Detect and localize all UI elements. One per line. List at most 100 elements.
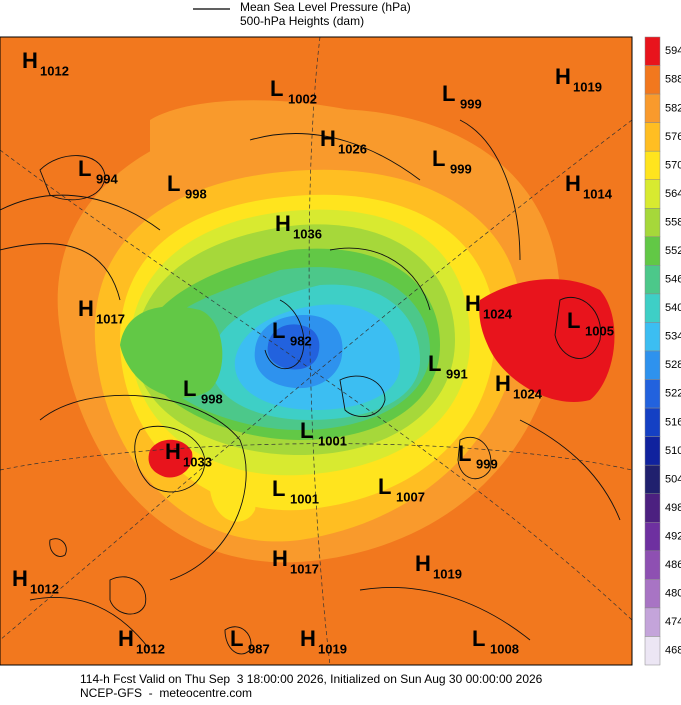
system-kind: H xyxy=(320,126,336,151)
system-pressure: 1012 xyxy=(40,63,69,78)
isobar xyxy=(457,436,492,480)
system-kind: L xyxy=(272,318,285,343)
pressure-system: H 1012 xyxy=(12,566,59,597)
system-kind: H xyxy=(415,551,431,576)
isobar xyxy=(339,375,386,417)
isobar xyxy=(249,133,421,181)
system-pressure: 1014 xyxy=(583,186,613,201)
height-band xyxy=(120,306,223,398)
system-pressure: 1001 xyxy=(318,433,347,448)
colorbar-label: 594 xyxy=(665,45,681,57)
system-kind: H xyxy=(22,48,38,73)
colorbar-label: 570 xyxy=(665,159,681,171)
system-pressure: 994 xyxy=(96,171,118,186)
system-kind: L xyxy=(183,376,196,401)
pressure-system: L 987 xyxy=(230,626,270,657)
system-kind: H xyxy=(78,296,94,321)
pressure-system: H 1014 xyxy=(565,171,613,202)
pressure-system: L 998 xyxy=(183,376,223,407)
pressure-system: H 1012 xyxy=(118,626,165,657)
system-kind: L xyxy=(230,626,243,651)
colorbar-swatch xyxy=(644,636,661,666)
colorbar-label: 576 xyxy=(665,131,681,143)
height-band xyxy=(150,100,420,170)
pressure-system: L 994 xyxy=(78,156,118,187)
colorbar: 594 588 582 576 570 564 558 552 546 540 534 528 522 5… xyxy=(644,36,681,666)
graticule xyxy=(0,443,632,471)
system-pressure: 999 xyxy=(450,161,472,176)
isobar xyxy=(224,626,252,655)
pressure-system: H 1026 xyxy=(320,126,367,157)
system-pressure: 1017 xyxy=(96,311,125,326)
footer-source: NCEP-GFS - meteocentre.com xyxy=(80,686,252,700)
pressure-system: H 1012 xyxy=(22,48,69,79)
system-pressure: 999 xyxy=(476,456,498,471)
system-kind: H xyxy=(495,371,511,396)
system-pressure: 1005 xyxy=(585,323,614,338)
isobar xyxy=(519,419,621,521)
colorbar-swatch xyxy=(644,293,661,323)
graticule xyxy=(0,149,632,621)
map-frame xyxy=(0,36,633,666)
isobar xyxy=(359,587,531,641)
colorbar-swatch xyxy=(644,236,661,266)
colorbar-swatch xyxy=(644,36,661,66)
colorbar-label: 546 xyxy=(665,274,681,286)
system-pressure: 1017 xyxy=(290,561,319,576)
colorbar-swatch xyxy=(644,464,661,494)
colorbar-label: 516 xyxy=(665,416,681,428)
pressure-system: H 1019 xyxy=(415,551,462,582)
system-pressure: 1019 xyxy=(318,641,347,656)
system-kind: H xyxy=(300,626,316,651)
system-kind: L xyxy=(78,156,91,181)
colorbar-label: 510 xyxy=(665,445,681,457)
system-kind: L xyxy=(270,76,283,101)
pressure-system: L 999 xyxy=(458,441,498,472)
system-kind: H xyxy=(272,546,288,571)
system-kind: L xyxy=(442,81,455,106)
system-kind: L xyxy=(472,626,485,651)
system-pressure: 1024 xyxy=(483,306,513,321)
system-kind: H xyxy=(165,439,181,464)
system-pressure: 1026 xyxy=(338,141,367,156)
colorbar-swatch xyxy=(644,379,661,409)
system-pressure: 1012 xyxy=(136,641,165,656)
isobar xyxy=(39,394,247,581)
colorbar-swatch xyxy=(644,265,661,295)
system-pressure: 1001 xyxy=(290,491,319,506)
colorbar-swatch xyxy=(644,579,661,609)
pressure-system: L 999 xyxy=(442,81,482,112)
isobar xyxy=(554,296,602,359)
isobar xyxy=(134,425,206,493)
height-band xyxy=(479,279,615,402)
system-pressure: 1024 xyxy=(513,386,543,401)
pressure-system: H 1019 xyxy=(300,626,347,657)
system-pressure: 998 xyxy=(201,391,223,406)
system-pressure: 987 xyxy=(248,641,270,656)
colorbar-label: 480 xyxy=(665,588,681,600)
pressure-system: L 1007 xyxy=(378,474,425,505)
pressure-system: L 982 xyxy=(272,318,312,349)
pressure-system: L 998 xyxy=(167,171,207,202)
isobar xyxy=(49,538,67,557)
colorbar-label: 468 xyxy=(665,645,681,657)
pressure-system: L 991 xyxy=(428,351,468,382)
pressure-system: H 1024 xyxy=(465,291,513,322)
system-pressure: 998 xyxy=(185,186,207,201)
colorbar-label: 504 xyxy=(665,473,681,485)
colorbar-swatch xyxy=(644,493,661,523)
system-kind: L xyxy=(432,146,445,171)
colorbar-label: 498 xyxy=(665,502,681,514)
colorbar-swatch xyxy=(644,436,661,466)
colorbar-label: 492 xyxy=(665,530,681,542)
system-pressure: 982 xyxy=(290,333,312,348)
colorbar-label: 540 xyxy=(665,302,681,314)
system-pressure: 1007 xyxy=(396,489,425,504)
colorbar-swatch xyxy=(644,208,661,238)
colorbar-label: 486 xyxy=(665,559,681,571)
system-pressure: 1036 xyxy=(293,226,322,241)
colorbar-swatch xyxy=(644,179,661,209)
system-pressure: 1008 xyxy=(490,641,519,656)
